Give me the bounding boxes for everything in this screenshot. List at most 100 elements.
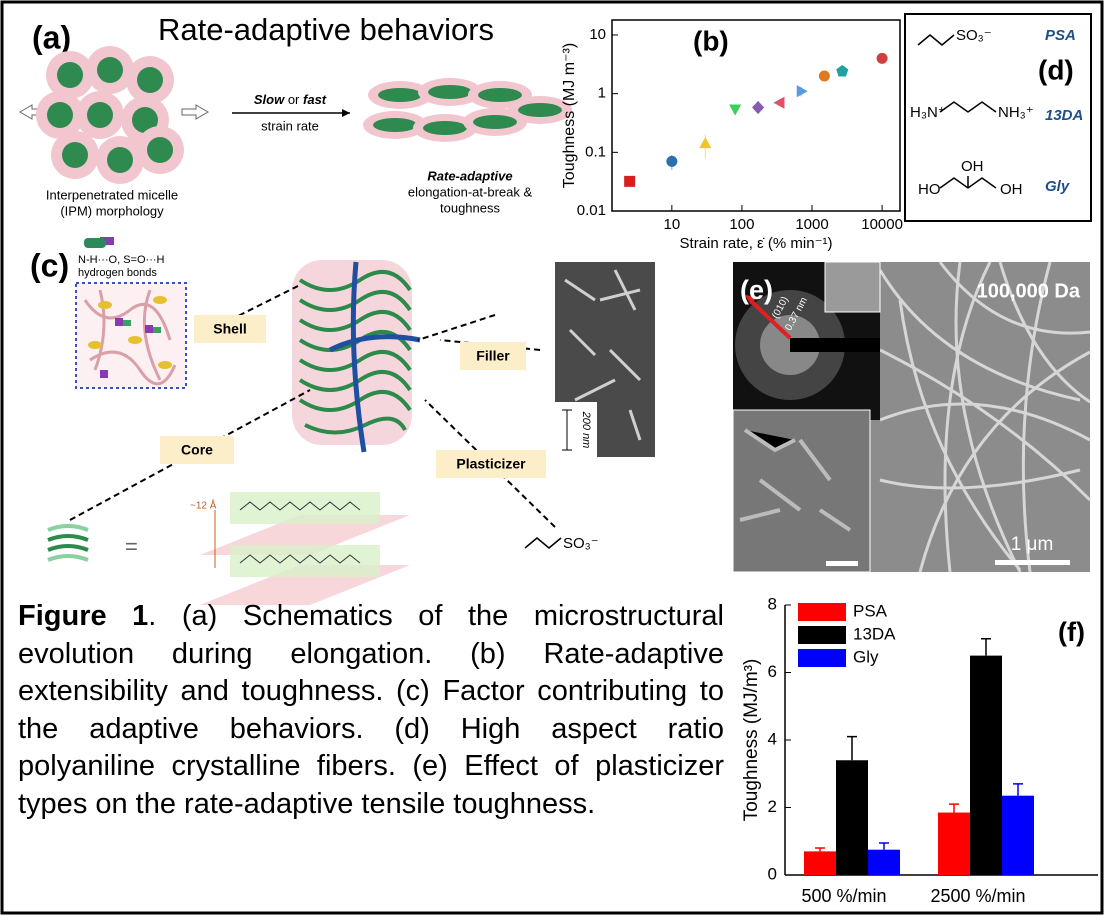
- legend-label: PSA: [853, 601, 888, 620]
- beam-stop: [790, 338, 880, 352]
- y-tick-label: 0: [768, 864, 777, 883]
- micelle-core: [97, 57, 123, 83]
- arrow: [182, 105, 208, 119]
- legend-swatch: [798, 649, 846, 667]
- decoration: [153, 296, 167, 304]
- x-tick-label: 1000: [795, 216, 828, 233]
- legend-label: 13DA: [853, 624, 896, 643]
- micelle-core: [373, 118, 417, 132]
- decoration: [230, 285, 300, 320]
- micelle-core: [62, 142, 88, 168]
- decoration: [123, 320, 131, 326]
- formula: OH: [961, 158, 984, 175]
- panel-c: (c) N-H···O, S=O···H hydrogen bonds Shel…: [30, 238, 655, 605]
- micelle-core: [428, 85, 472, 99]
- bar: [938, 813, 970, 875]
- panel-e: (e) (010) 0.37 nm 100,000 Da 1 μm: [733, 262, 1090, 572]
- decoration: [128, 336, 142, 344]
- molecule-name: Gly: [1045, 178, 1070, 195]
- caption-line: toughness: [440, 200, 500, 215]
- point: [624, 176, 635, 187]
- micelle-core: [87, 102, 113, 128]
- caption-line: Interpenetrated micelle: [46, 187, 178, 202]
- point: [773, 97, 784, 109]
- legend-swatch: [798, 603, 846, 621]
- x-tick-label: 2500 %/min: [930, 886, 1025, 906]
- equals: =: [125, 534, 138, 559]
- panel-label: (e): [740, 275, 773, 305]
- decoration: [158, 361, 172, 369]
- decoration: [153, 327, 161, 333]
- arrow-head: [342, 109, 350, 117]
- decoration: [48, 536, 88, 540]
- arrow-label: strain rate: [261, 118, 319, 133]
- scale-label: 200 nm: [580, 411, 592, 449]
- micelle-core: [47, 102, 73, 128]
- caption-label: Figure 1: [18, 600, 148, 632]
- molecule-name: 13DA: [1045, 107, 1083, 124]
- decoration: [145, 325, 153, 333]
- micelle-core: [378, 88, 422, 102]
- y-tick-label: 0.1: [585, 143, 606, 160]
- caption-line: Rate-adaptive: [427, 168, 512, 183]
- x-tick-label: 100: [729, 216, 754, 233]
- micelle-core: [423, 121, 467, 135]
- error-bar: [847, 737, 857, 761]
- panel-title: Rate-adaptive behaviors: [158, 12, 494, 47]
- panel-label: (b): [693, 25, 729, 56]
- error-bar: [879, 843, 889, 850]
- point: [752, 101, 764, 114]
- text: hydrogen bonds: [78, 267, 157, 279]
- legend-label: Gly: [853, 647, 879, 666]
- x-tick-label: 10: [664, 216, 681, 233]
- bar: [970, 656, 1002, 875]
- inset: [825, 262, 880, 312]
- micelle-core: [107, 147, 133, 173]
- micelle-core: [478, 88, 522, 102]
- error-bar: [815, 848, 825, 851]
- y-tick-label: 10: [589, 26, 606, 43]
- scale-bar: [995, 560, 1070, 565]
- formula: NH₃⁺: [998, 104, 1034, 121]
- page: (a) Rate-adaptive behaviors Slow or fast…: [0, 0, 1104, 915]
- point: [666, 156, 677, 167]
- decoration: [48, 526, 88, 560]
- formula: SO₃⁻: [956, 27, 992, 44]
- micelle-core: [518, 103, 562, 117]
- bar: [1002, 796, 1034, 875]
- label: Plasticizer: [456, 456, 526, 472]
- error-bar: [949, 804, 959, 812]
- text: N-H···O, S=O···H: [78, 254, 165, 266]
- decoration: [98, 301, 112, 309]
- point: [836, 65, 848, 76]
- decoration: [100, 370, 108, 378]
- y-tick-label: 1: [598, 85, 606, 102]
- point: [699, 137, 711, 148]
- point: [729, 104, 741, 115]
- formula: H₃N⁺: [910, 104, 946, 121]
- bar: [868, 850, 900, 875]
- y-tick-label: 4: [768, 729, 777, 748]
- x-tick-label: 10000: [861, 216, 903, 233]
- micelle-core: [137, 67, 163, 93]
- formula: HO: [918, 181, 941, 198]
- scale-label: 1 μm: [1011, 534, 1054, 555]
- panel-label: (a): [32, 19, 71, 55]
- bar: [836, 760, 868, 875]
- label: ~12 Å: [190, 499, 217, 512]
- plot-frame: [612, 20, 900, 211]
- micelle-core: [57, 62, 83, 88]
- y-tick-label: 2: [768, 797, 777, 816]
- text: or: [288, 92, 300, 107]
- decoration: [418, 315, 495, 340]
- decoration: [115, 318, 123, 326]
- label: Filler: [476, 348, 510, 364]
- point: [819, 70, 830, 81]
- micelle-core: [473, 115, 517, 129]
- panel-label: (f): [1058, 617, 1085, 647]
- decoration: [48, 556, 88, 560]
- icon: [84, 238, 106, 248]
- y-tick-label: 0.01: [577, 202, 606, 219]
- legend-swatch: [798, 626, 846, 644]
- y-axis-label: Toughness (MJ/m³): [741, 659, 762, 822]
